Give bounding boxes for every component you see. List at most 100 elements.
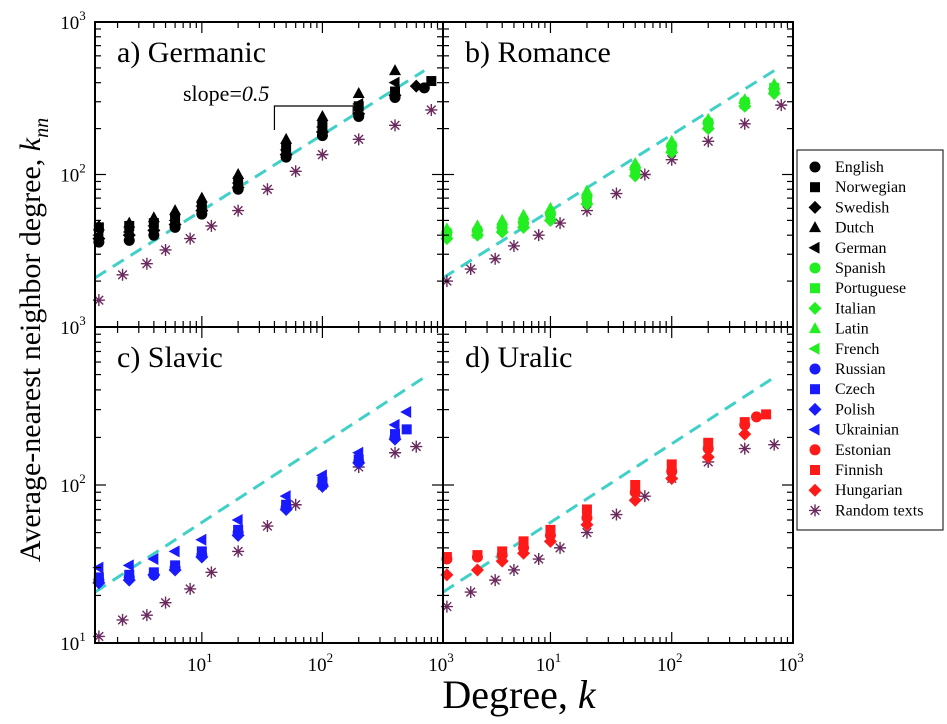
data-point [532, 229, 545, 242]
legend-label: French [835, 341, 879, 358]
data-point [666, 459, 677, 470]
legend-item-italian: Italian [808, 300, 876, 317]
legend-item-german: German [808, 240, 887, 257]
data-point [316, 148, 329, 161]
data-point [92, 294, 105, 307]
legend-marker [809, 221, 821, 233]
legend-marker [808, 423, 820, 436]
series-german [92, 76, 400, 242]
data-point [768, 438, 781, 451]
data-point [610, 508, 623, 521]
legend-label: Latin [835, 321, 869, 338]
legend-label: Dutch [835, 220, 874, 237]
data-point [388, 88, 402, 102]
legend-marker [810, 465, 820, 475]
data-point [388, 432, 402, 446]
reference-line [94, 376, 426, 594]
reference-line [442, 69, 776, 280]
legend-label: Portuguese [835, 280, 906, 297]
data-point [184, 582, 197, 595]
data-point [168, 545, 180, 558]
data-point [147, 553, 159, 566]
data-point [628, 163, 640, 176]
y-tick-label: 103 [60, 8, 86, 34]
panel-label: b) Romance [465, 36, 611, 69]
data-point [630, 480, 641, 490]
data-point [665, 153, 678, 166]
legend-label: English [835, 159, 884, 176]
data-point [665, 140, 677, 153]
data-point [543, 206, 555, 219]
data-point [279, 143, 291, 156]
data-point [352, 107, 366, 121]
data-point [92, 630, 105, 643]
data-point [147, 568, 161, 582]
legend-marker [809, 322, 821, 334]
series-ukrainian [92, 405, 412, 574]
data-point [441, 552, 452, 563]
data-point [315, 469, 327, 482]
data-point [195, 550, 209, 564]
data-point [507, 239, 520, 252]
data-point [701, 450, 715, 464]
data-point [581, 504, 592, 515]
legend-marker [809, 262, 821, 274]
data-point [464, 263, 477, 276]
panel-d-uralic: d) Uralic [440, 326, 794, 644]
data-point [507, 563, 520, 576]
series-portuguese [441, 82, 780, 241]
legend: English Norwegian Swedish Dutch German Spanis… [796, 149, 944, 531]
data-point [426, 76, 437, 87]
legend-item-english: English [809, 159, 884, 176]
panel-a-germanic: a) Germanic [92, 21, 444, 328]
legend-item-estonian: Estonian [809, 442, 891, 459]
panel-frame [94, 326, 444, 644]
data-point [140, 257, 153, 270]
data-point [316, 110, 329, 122]
panel-label: a) Germanic [117, 36, 266, 69]
data-point [470, 563, 484, 577]
data-point [231, 514, 243, 527]
legend-marker [808, 241, 820, 254]
data-point [580, 192, 592, 205]
data-point [554, 541, 567, 554]
data-point [767, 82, 779, 95]
panel-frame [442, 326, 794, 644]
series-polish [92, 432, 402, 590]
data-point [470, 225, 482, 238]
data-point [464, 586, 477, 599]
data-point [703, 437, 714, 448]
data-point [195, 533, 207, 546]
data-point [580, 184, 593, 196]
panel-label: d) Uralic [465, 341, 572, 374]
legend-label: Czech [835, 381, 875, 398]
data-point [231, 176, 243, 189]
data-point [517, 546, 531, 560]
data-point [665, 471, 679, 485]
data-point [638, 168, 651, 181]
x-axis-label: Degree, k [442, 672, 596, 717]
series-english [93, 82, 430, 248]
x-tick-label: 101 [187, 650, 213, 676]
data-point [702, 135, 715, 148]
data-point [122, 225, 134, 238]
data-point [440, 600, 453, 613]
data-point [400, 405, 412, 418]
data-point [425, 103, 438, 116]
data-point [409, 79, 423, 93]
legend-item-portuguese: Portuguese [810, 280, 906, 297]
data-point [518, 536, 529, 547]
data-point [489, 252, 502, 265]
panel-b-romance: b) Romance [440, 21, 794, 328]
legend-marker [810, 384, 820, 395]
data-point [231, 528, 245, 542]
data-point [581, 512, 593, 524]
legend-label: Spanish [835, 260, 886, 277]
data-point [168, 214, 180, 227]
tick-labels: 101 102 103 101 102 103 102 103 101 102 103 [60, 8, 804, 676]
legend-marker [809, 504, 821, 517]
series-latin [440, 77, 781, 234]
legend-marker [810, 283, 820, 294]
data-point [775, 99, 788, 112]
